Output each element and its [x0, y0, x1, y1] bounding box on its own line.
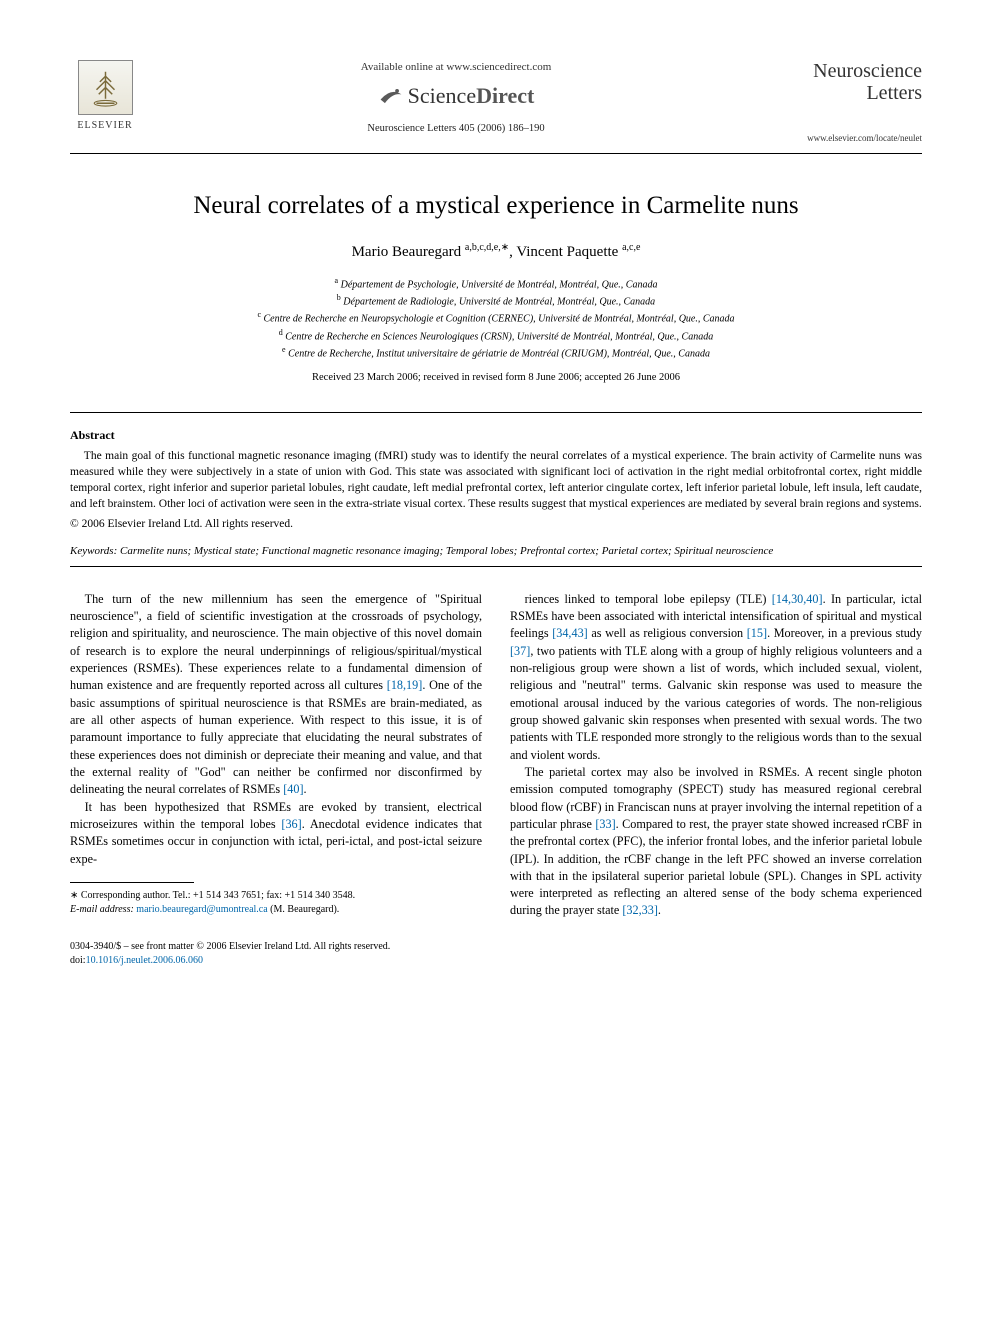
- journal-name: Neuroscience Letters: [772, 60, 922, 104]
- journal-name-line2: Letters: [866, 82, 922, 104]
- article-title: Neural correlates of a mystical experien…: [70, 188, 922, 223]
- sciencedirect-text: ScienceDirect: [408, 81, 535, 112]
- sd-suffix: Direct: [476, 83, 534, 108]
- footnote-rule: [70, 882, 194, 883]
- elsevier-tree-icon: [78, 60, 133, 115]
- body-paragraph: The turn of the new millennium has seen …: [70, 591, 482, 799]
- journal-block: Neuroscience Letters www.elsevier.com/lo…: [772, 60, 922, 145]
- page-footer: 0304-3940/$ – see front matter © 2006 El…: [70, 940, 922, 968]
- sd-prefix: Science: [408, 83, 476, 108]
- affiliation-line: a Département de Psychologie, Université…: [70, 275, 922, 292]
- center-header: Available online at www.sciencedirect.co…: [140, 60, 772, 137]
- available-online-text: Available online at www.sciencedirect.co…: [160, 60, 752, 75]
- journal-url: www.elsevier.com/locate/neulet: [772, 132, 922, 145]
- article-dates: Received 23 March 2006; received in revi…: [70, 371, 922, 386]
- affiliation-line: e Centre de Recherche, Institut universi…: [70, 344, 922, 361]
- abstract-section: Abstract The main goal of this functiona…: [70, 427, 922, 532]
- keywords-text: Carmelite nuns; Mystical state; Function…: [120, 545, 773, 557]
- header-rule: [70, 153, 922, 154]
- footnote: ∗ Corresponding author. Tel.: +1 514 343…: [70, 889, 482, 917]
- doi-link[interactable]: 10.1016/j.neulet.2006.06.060: [86, 955, 204, 966]
- abstract-copyright: © 2006 Elsevier Ireland Ltd. All rights …: [70, 516, 922, 532]
- sciencedirect-logo: ScienceDirect: [160, 81, 752, 112]
- affiliation-line: d Centre de Recherche en Sciences Neurol…: [70, 327, 922, 344]
- authors: Mario Beauregard a,b,c,d,e,∗, Vincent Pa…: [70, 241, 922, 263]
- pre-abstract-rule: [70, 412, 922, 413]
- email-attribution: (M. Beauregard).: [270, 904, 339, 915]
- affiliation-line: b Département de Radiologie, Université …: [70, 292, 922, 309]
- corresponding-author: ∗ Corresponding author. Tel.: +1 514 343…: [70, 889, 482, 903]
- email-label: E-mail address:: [70, 904, 134, 915]
- elsevier-logo: ELSEVIER: [70, 60, 140, 133]
- journal-name-line1: Neuroscience: [813, 60, 922, 82]
- footer-doi: doi:10.1016/j.neulet.2006.06.060: [70, 954, 922, 968]
- affiliations: a Département de Psychologie, Université…: [70, 275, 922, 362]
- footer-copyright: 0304-3940/$ – see front matter © 2006 El…: [70, 940, 922, 954]
- sciencedirect-swoosh-icon: [378, 84, 404, 110]
- post-abstract-rule: [70, 566, 922, 567]
- elsevier-label: ELSEVIER: [77, 119, 132, 133]
- body-paragraph: The parietal cortex may also be involved…: [510, 764, 922, 920]
- body-paragraph: riences linked to temporal lobe epilepsy…: [510, 591, 922, 764]
- right-column: riences linked to temporal lobe epilepsy…: [510, 591, 922, 920]
- abstract-text: The main goal of this functional magneti…: [70, 448, 922, 512]
- affiliation-line: c Centre de Recherche en Neuropsychologi…: [70, 309, 922, 326]
- body-columns: The turn of the new millennium has seen …: [70, 591, 922, 920]
- journal-reference: Neuroscience Letters 405 (2006) 186–190: [160, 122, 752, 137]
- left-column: The turn of the new millennium has seen …: [70, 591, 482, 920]
- page-header: ELSEVIER Available online at www.science…: [70, 60, 922, 145]
- keywords-label: Keywords:: [70, 545, 117, 557]
- email-link[interactable]: mario.beauregard@umontreal.ca: [136, 904, 267, 915]
- corresponding-email: E-mail address: mario.beauregard@umontre…: [70, 903, 482, 917]
- abstract-heading: Abstract: [70, 427, 922, 444]
- body-paragraph: It has been hypothesized that RSMEs are …: [70, 799, 482, 868]
- keywords: Keywords: Carmelite nuns; Mystical state…: [70, 544, 922, 559]
- doi-label: doi:: [70, 955, 86, 966]
